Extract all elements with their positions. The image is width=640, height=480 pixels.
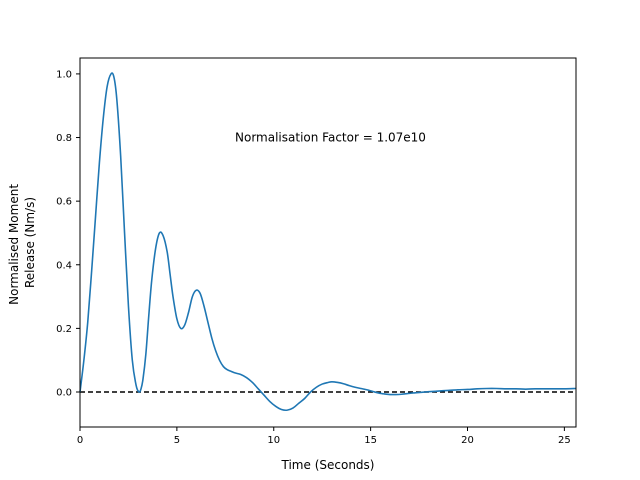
y-axis-label: Normalised Moment Release (Nm/s): [7, 180, 37, 305]
y-tick-label: 0.8: [56, 133, 72, 144]
plot-frame: [79, 57, 577, 428]
x-tick-label: 15: [364, 435, 377, 446]
normalisation-annotation: Normalisation Factor = 1.07e10: [235, 131, 426, 145]
moment-release-series-line: [79, 72, 577, 412]
y-axis-label-line-2: Release (Nm/s): [23, 197, 37, 288]
y-tick-label: 1.0: [56, 69, 72, 80]
x-tick-label: 0: [77, 435, 83, 446]
x-axis-label: Time (Seconds): [281, 458, 375, 472]
y-tick-label: 0.0: [56, 388, 72, 399]
x-tick-label: 25: [558, 435, 571, 446]
x-tick-label: 5: [174, 435, 180, 446]
x-tick-label: 10: [267, 435, 280, 446]
y-tick-label: 0.4: [56, 260, 72, 271]
y-axis-label-line-1: Normalised Moment: [7, 184, 21, 305]
y-tick-label: 0.6: [56, 197, 72, 208]
x-tick-label: 20: [461, 435, 474, 446]
y-tick-label: 0.2: [56, 324, 72, 335]
